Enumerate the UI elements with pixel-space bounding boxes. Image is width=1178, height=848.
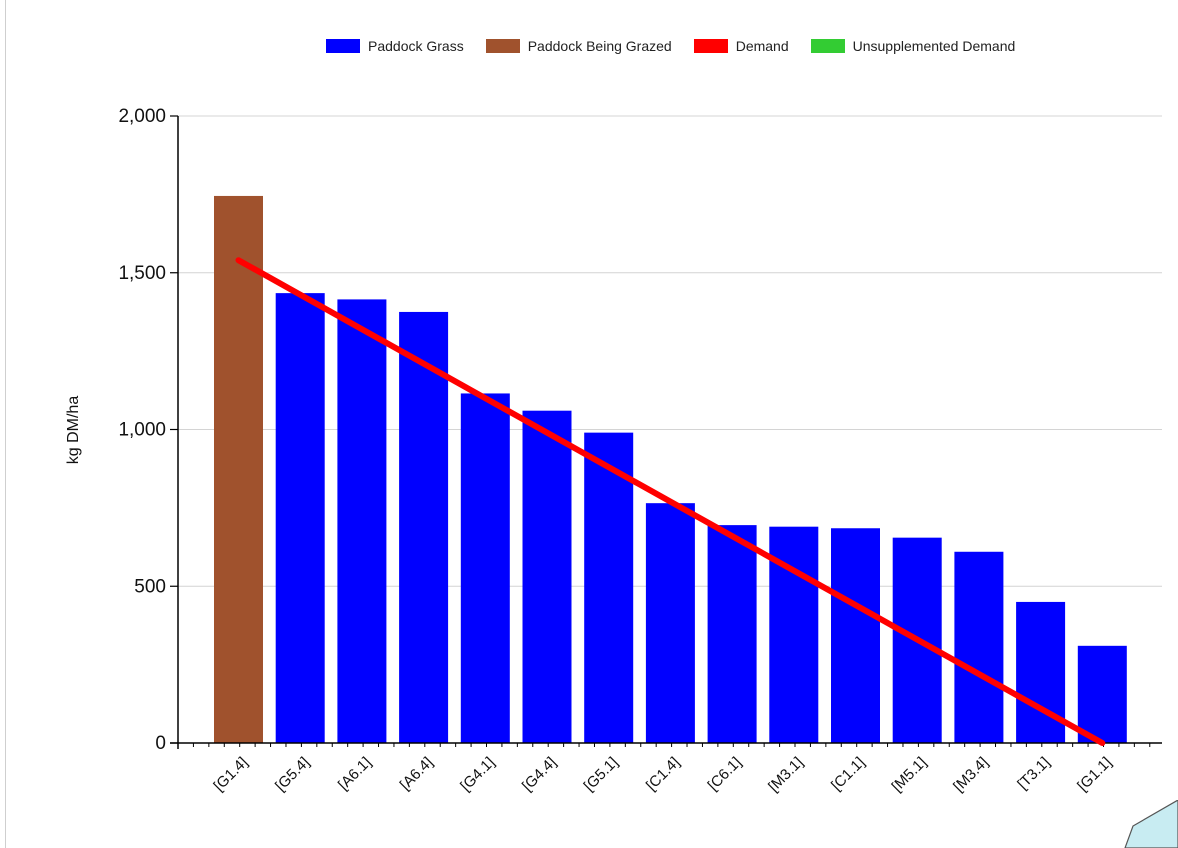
legend-label-paddock-being-grazed: Paddock Being Grazed	[527, 38, 672, 54]
legend-swatch-unsupplemented-demand	[810, 39, 845, 53]
bar-paddock-grass-6	[584, 432, 634, 743]
x-tick-label-10: [C1.1]	[828, 754, 868, 794]
demand-line	[235, 257, 1106, 746]
x-tick-label-12: [M3.4]	[950, 754, 991, 795]
bar-paddock-grass-4	[460, 393, 510, 743]
bar-paddock-grass-13	[1016, 601, 1066, 743]
x-tick-label-7: [C1.4]	[643, 754, 683, 794]
legend-swatch-paddock-being-grazed	[485, 39, 520, 53]
x-tick-label-5: [G4.4]	[519, 754, 560, 795]
y-tick-label-2000: 2,000	[118, 106, 166, 127]
legend-item-unsupplemented-demand: Unsupplemented Demand	[810, 38, 1016, 54]
bar-paddock-grass-8	[707, 525, 757, 743]
x-tick-label-8: [C6.1]	[705, 754, 745, 794]
x-tick-label-13: [T3.1]	[1014, 754, 1053, 793]
corner-decoration	[1124, 800, 1178, 848]
x-tick-label-4: [G4.1]	[457, 754, 498, 795]
x-tick-label-14: [G1.1]	[1074, 754, 1115, 795]
legend-item-demand: Demand	[693, 38, 789, 54]
x-tick-label-3: [A6.4]	[397, 754, 437, 794]
legend-swatch-demand	[693, 39, 728, 53]
y-tick-label-1500: 1,500	[118, 263, 166, 284]
x-tick-label-1: [G5.4]	[272, 754, 313, 795]
bar-paddock-grass-1	[275, 293, 325, 743]
y-axis-title: kg DM/ha	[65, 396, 82, 465]
x-tick-label-2: [A6.1]	[335, 754, 375, 794]
y-tick-label-500: 500	[134, 576, 166, 597]
bar-paddock-grass-12	[954, 551, 1004, 743]
chart-legend: Paddock Grass Paddock Being Grazed Deman…	[326, 38, 1037, 54]
x-tick-label-9: [M3.1]	[765, 754, 806, 795]
legend-item-paddock-grass: Paddock Grass	[326, 38, 464, 54]
x-tick-label-11: [M5.1]	[889, 754, 930, 795]
bar-paddock-grass-5	[522, 410, 572, 743]
bar-paddock-being-grazed-0	[214, 195, 263, 743]
bar-paddock-grass-14	[1077, 645, 1127, 743]
y-tick-label-0: 0	[155, 733, 166, 754]
y-tick-label-1000: 1,000	[118, 420, 166, 441]
legend-swatch-paddock-grass	[326, 39, 360, 53]
legend-item-paddock-being-grazed: Paddock Being Grazed	[485, 38, 672, 54]
bar-paddock-grass-7	[645, 503, 695, 743]
x-tick-label-0: [G1.4]	[210, 754, 251, 795]
legend-label-demand: Demand	[735, 38, 789, 54]
bar-paddock-grass-3	[399, 311, 449, 743]
bar-paddock-grass-10	[831, 528, 880, 743]
bar-paddock-grass-2	[337, 299, 387, 743]
x-tick-label-6: [G5.1]	[581, 754, 622, 795]
legend-label-unsupplemented-demand: Unsupplemented Demand	[852, 38, 1016, 54]
legend-label-paddock-grass: Paddock Grass	[368, 38, 464, 54]
left-border-line	[5, 0, 6, 848]
